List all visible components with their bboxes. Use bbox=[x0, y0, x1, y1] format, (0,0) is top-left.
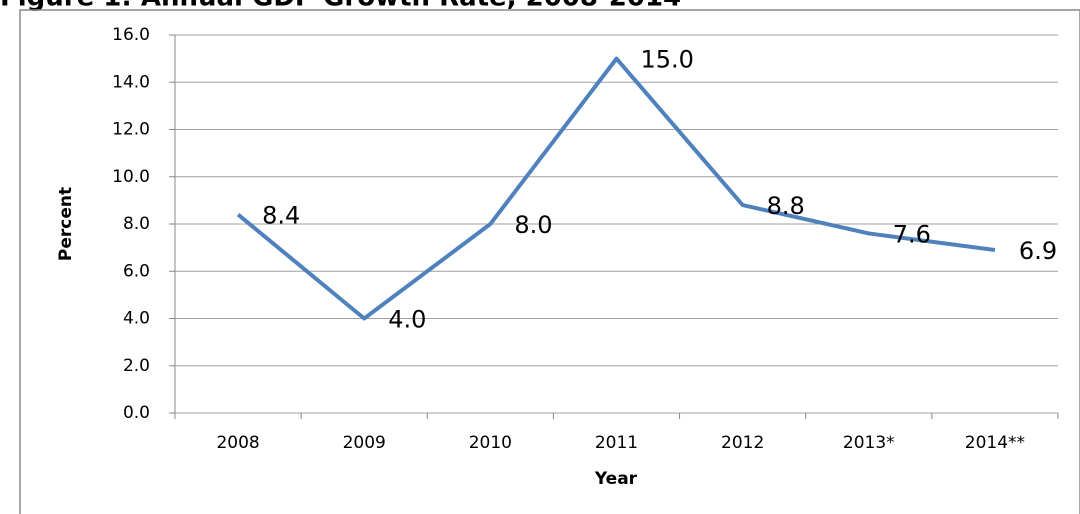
data-label: 15.0 bbox=[641, 46, 694, 74]
y-tick-label: 0.0 bbox=[123, 403, 150, 423]
y-axis-title: Percent bbox=[56, 187, 76, 261]
y-tick-label: 16.0 bbox=[112, 25, 150, 45]
y-tick-label: 8.0 bbox=[123, 214, 150, 234]
y-tick-label: 12.0 bbox=[112, 120, 150, 140]
x-tick-label: 2011 bbox=[595, 433, 638, 453]
x-tick-label: 2012 bbox=[721, 433, 764, 453]
y-tick-label: 2.0 bbox=[123, 356, 150, 376]
y-tick-label: 6.0 bbox=[123, 261, 150, 281]
data-label: 7.6 bbox=[893, 220, 931, 248]
y-tick-label: 10.0 bbox=[112, 167, 150, 187]
x-tick-label: 2009 bbox=[343, 433, 386, 453]
y-tick-label: 14.0 bbox=[112, 72, 150, 92]
x-tick-label: 2013* bbox=[843, 433, 895, 453]
data-label: 8.8 bbox=[767, 192, 805, 220]
data-label: 8.4 bbox=[262, 202, 300, 230]
x-tick-label: 2008 bbox=[216, 433, 259, 453]
chart-frame bbox=[19, 9, 1080, 514]
data-label: 8.0 bbox=[514, 211, 552, 239]
data-label: 4.0 bbox=[388, 306, 426, 334]
x-axis-title: Year bbox=[594, 469, 638, 489]
x-tick-label: 2010 bbox=[469, 433, 512, 453]
line-series bbox=[236, 56, 996, 321]
y-tick-label: 4.0 bbox=[123, 309, 150, 329]
x-tick-label: 2014** bbox=[965, 433, 1025, 453]
data-label: 6.9 bbox=[1019, 237, 1057, 265]
